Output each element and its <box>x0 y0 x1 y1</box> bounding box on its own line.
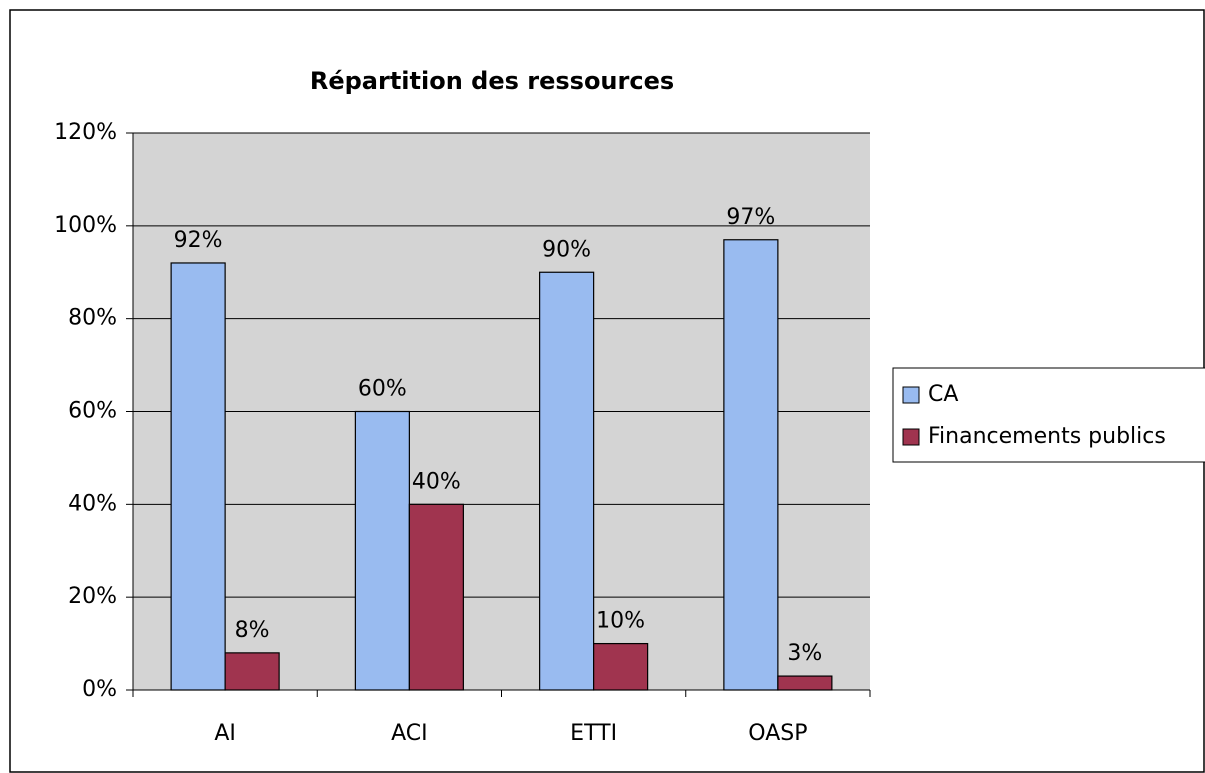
y-tick-label: 120% <box>54 120 117 145</box>
y-tick-label: 0% <box>82 677 117 702</box>
data-label: 97% <box>726 205 775 230</box>
x-tick-label: OASP <box>748 721 807 746</box>
x-tick-label: ACI <box>391 721 428 746</box>
bar <box>593 642 649 691</box>
data-label: 3% <box>787 641 822 666</box>
x-tick-label: AI <box>214 721 236 746</box>
data-label: 60% <box>358 377 407 402</box>
y-tick-label: 60% <box>68 399 117 424</box>
legend-swatch <box>902 428 920 446</box>
bar <box>408 503 464 691</box>
legend-label: CA <box>928 382 958 407</box>
bar <box>777 675 833 691</box>
y-tick-label: 20% <box>68 584 117 609</box>
legend-label: Financements publics <box>928 424 1166 449</box>
legend-swatch <box>902 386 920 404</box>
data-label: 40% <box>412 469 461 494</box>
bar <box>170 262 226 691</box>
bar <box>723 239 779 691</box>
data-label: 90% <box>542 237 591 262</box>
chart-title: Répartition des ressources <box>310 67 674 95</box>
data-label: 10% <box>596 609 645 634</box>
legend-box <box>892 367 1205 463</box>
data-label: 8% <box>235 618 270 643</box>
y-tick-label: 40% <box>68 491 117 516</box>
y-tick-label: 100% <box>54 213 117 238</box>
bar <box>224 652 280 691</box>
bar <box>539 271 595 691</box>
y-tick-label: 80% <box>68 306 117 331</box>
x-tick-label: ETTI <box>570 721 617 746</box>
data-label: 92% <box>174 228 223 253</box>
bar <box>354 410 410 691</box>
